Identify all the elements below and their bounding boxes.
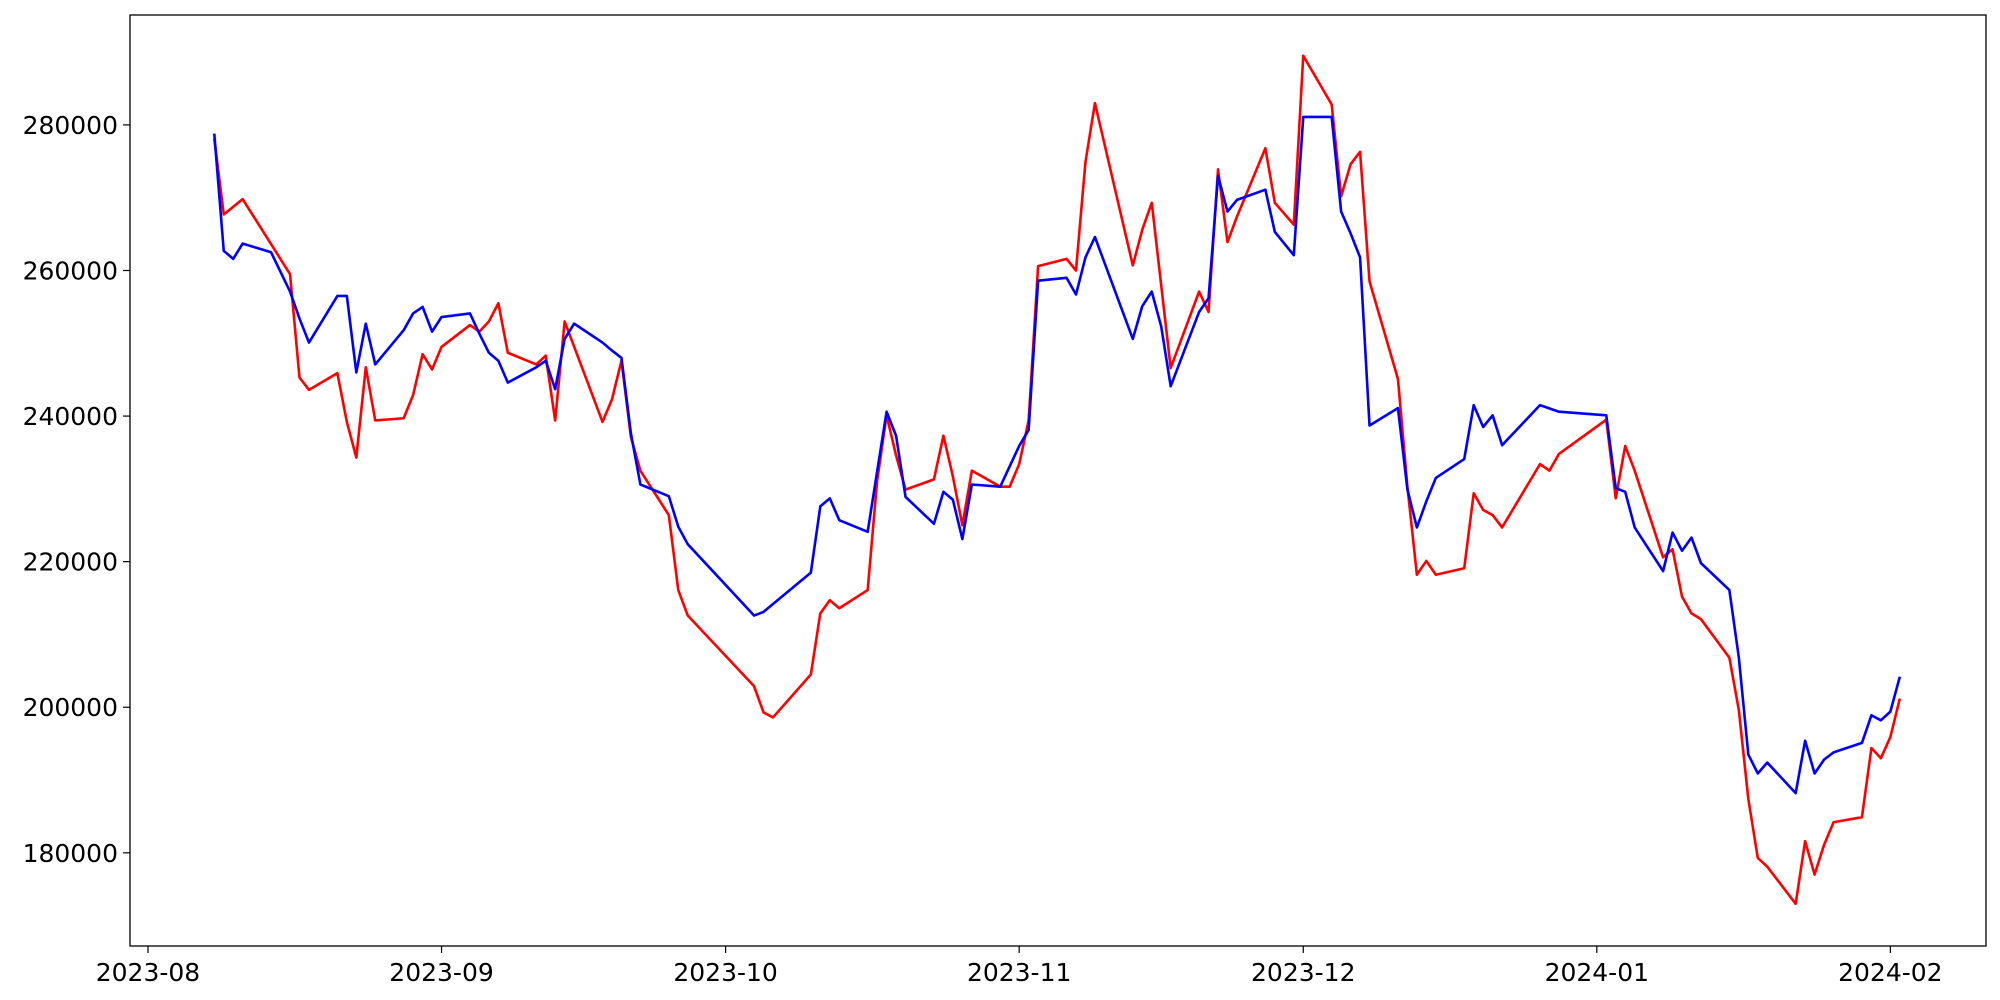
series-line (212, 115, 1902, 795)
y-tick-label: 240000 (23, 402, 118, 431)
x-tick-label: 2023-08 (96, 958, 200, 987)
y-tick-label: 280000 (23, 111, 118, 140)
series-line (212, 54, 1902, 906)
plot-frame (129, 14, 1987, 947)
y-tick-label: 220000 (23, 548, 118, 577)
x-tick-label: 2023-11 (967, 958, 1071, 987)
x-tick-label: 2024-02 (1838, 958, 1942, 987)
y-tick-label: 260000 (23, 256, 118, 285)
x-tick-label: 2023-12 (1251, 958, 1355, 987)
x-tick-label: 2024-01 (1545, 958, 1649, 987)
y-tick-label: 180000 (23, 839, 118, 868)
y-tick-label: 200000 (23, 693, 118, 722)
x-tick-label: 2023-09 (389, 958, 493, 987)
x-tick-label: 2023-10 (673, 958, 777, 987)
